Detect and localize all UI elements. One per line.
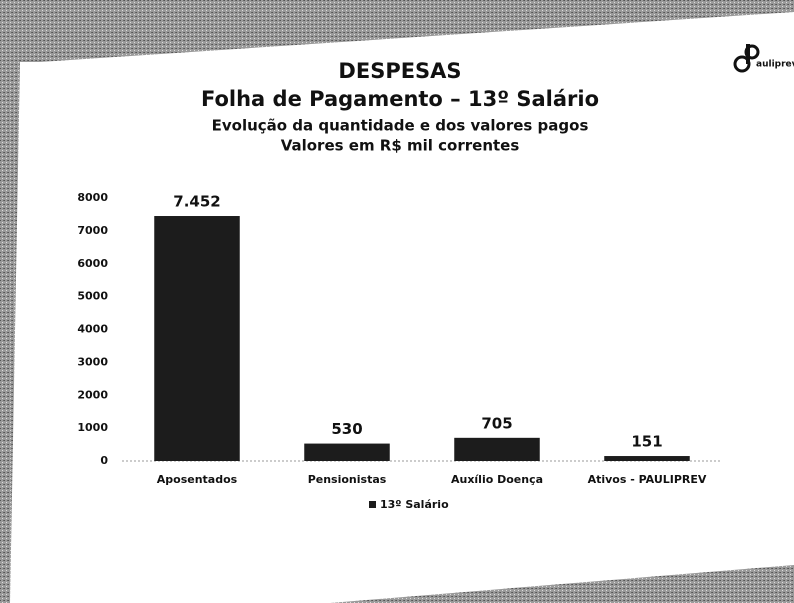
data-label: 705 [481,414,512,432]
logo: auliprev [733,44,794,73]
y-tick-label: 8000 [77,191,108,204]
logo-text: auliprev [756,60,794,70]
subtitle: Folha de Pagamento – 13º Salário [201,87,599,111]
y-tick-label: 4000 [77,323,108,336]
subtitle: Valores em R$ mil correntes [281,137,520,155]
legend-swatch [369,501,376,508]
scan-border-left [0,0,45,603]
subtitle: Evolução da quantidade e dos valores pag… [212,117,589,135]
scan-border-bottom [330,565,794,603]
data-label: 7.452 [173,193,220,211]
y-tick-label: 6000 [77,257,108,270]
title: DESPESAS [338,59,461,83]
scan-border-top [0,0,794,62]
y-tick-label: 7000 [77,224,108,237]
bar [604,456,690,461]
x-tick-label: Ativos - PAULIPREV [588,473,707,486]
y-tick-label: 3000 [77,355,108,368]
data-label: 530 [331,420,362,438]
legend-label: 13º Salário [380,498,449,511]
y-tick-label: 5000 [77,290,108,303]
x-tick-label: Aposentados [157,473,238,486]
x-tick-label: Auxílio Doença [451,473,543,486]
bar [154,216,240,461]
y-tick-label: 1000 [77,421,108,434]
bar [304,443,390,461]
data-label: 151 [631,433,662,451]
y-tick-label: 0 [100,454,108,467]
x-tick-label: Pensionistas [308,473,387,486]
y-tick-label: 2000 [77,388,108,401]
bar [454,437,540,461]
